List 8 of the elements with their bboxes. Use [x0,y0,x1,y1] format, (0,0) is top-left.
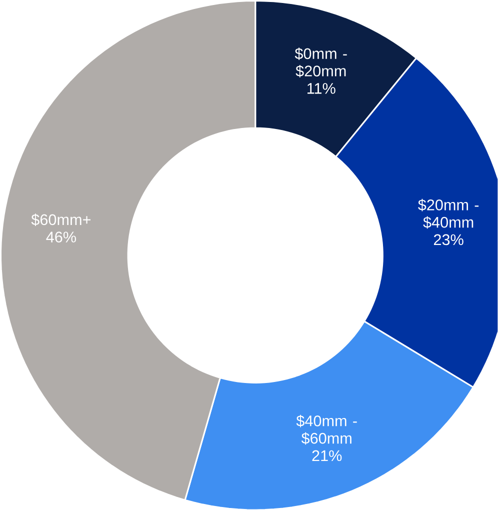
data-label: 46% [46,232,76,242]
slice-label: $40mm - $60mm [296,414,358,445]
slice-label: $0mm - $20mm [295,48,348,78]
slice-label: $20mm - $40mm [418,198,479,229]
data-label: 11% [308,83,336,94]
data-label: 21% [312,450,342,462]
slice-label: $60mm+ [31,214,91,226]
data-label: 23% [434,234,464,246]
